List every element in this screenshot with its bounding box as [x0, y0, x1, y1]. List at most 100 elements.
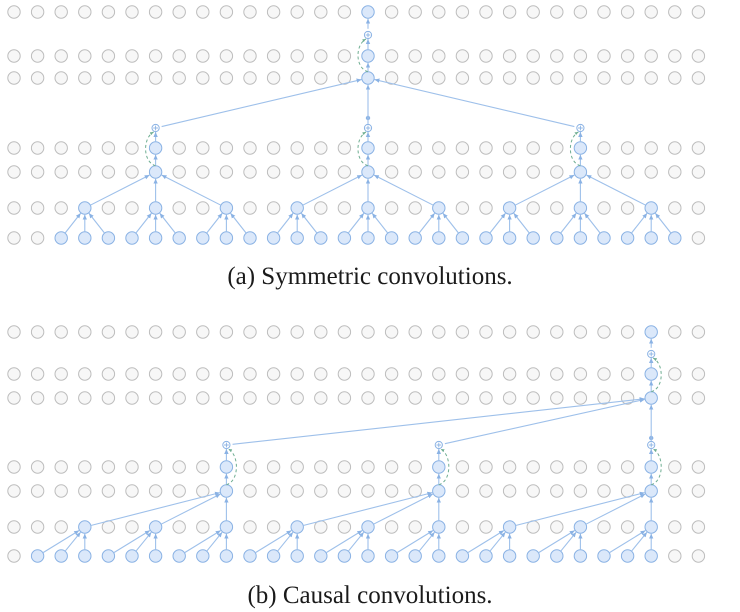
- inactive-node: [314, 391, 328, 405]
- inactive-node: [78, 367, 92, 381]
- active-node: [290, 231, 304, 245]
- inactive-node: [125, 201, 139, 215]
- inactive-node: [54, 5, 68, 19]
- inactive-node: [54, 367, 68, 381]
- active-node: [432, 549, 446, 563]
- inactive-node: [455, 391, 470, 405]
- inactive-node: [668, 201, 682, 215]
- inactive-node: [337, 367, 352, 381]
- inactive-node: [7, 141, 21, 155]
- inactive-node: [172, 71, 186, 85]
- inactive-node: [314, 367, 328, 381]
- inactive-node: [243, 49, 257, 63]
- inactive-node: [668, 71, 682, 85]
- inactive-node: [101, 484, 116, 498]
- inactive-node: [432, 49, 446, 63]
- inactive-node: [314, 71, 328, 85]
- inactive-node: [455, 367, 470, 381]
- inactive-node: [384, 484, 399, 498]
- inactive-node: [691, 49, 706, 63]
- inactive-node: [644, 49, 658, 63]
- inactive-node: [219, 165, 234, 179]
- active-node: [432, 484, 446, 498]
- active-node: [573, 201, 588, 215]
- inactive-node: [644, 141, 658, 155]
- inactive-node: [266, 460, 281, 474]
- inactive-node: [502, 325, 517, 339]
- inactive-node: [196, 520, 210, 534]
- inactive-node: [455, 201, 470, 215]
- inactive-node: [573, 484, 588, 498]
- inactive-node: [196, 141, 210, 155]
- edge-arrow: [325, 530, 363, 554]
- inactive-node: [408, 367, 422, 381]
- inactive-node: [78, 141, 92, 155]
- active-node: [432, 201, 446, 215]
- active-node: [384, 549, 399, 563]
- inactive-node: [290, 71, 304, 85]
- inactive-node: [502, 141, 517, 155]
- inactive-node: [148, 484, 163, 498]
- active-node: [597, 549, 611, 563]
- inactive-node: [408, 165, 422, 179]
- inactive-node: [243, 201, 257, 215]
- inactive-node: [597, 484, 611, 498]
- edge-arrow: [371, 212, 389, 234]
- inactive-node: [620, 460, 635, 474]
- active-node: [408, 231, 422, 245]
- inactive-node: [30, 520, 45, 534]
- inactive-node: [620, 49, 635, 63]
- caption-causal: (b) Causal convolutions.: [247, 582, 493, 609]
- inactive-node: [266, 71, 281, 85]
- active-node: [502, 520, 517, 534]
- inactive-node: [573, 367, 588, 381]
- edge-arrow: [467, 530, 505, 554]
- inactive-node: [148, 460, 163, 474]
- active-node: [219, 460, 234, 474]
- inactive-node: [597, 49, 611, 63]
- inactive-node: [196, 201, 210, 215]
- active-node: [196, 231, 210, 245]
- inactive-node: [668, 484, 682, 498]
- inactive-node: [78, 5, 92, 19]
- inactive-node: [314, 165, 328, 179]
- active-node: [78, 201, 92, 215]
- inactive-node: [361, 325, 375, 339]
- inactive-node: [691, 71, 706, 85]
- caption-symmetric: (a) Symmetric convolutions.: [227, 263, 513, 290]
- inactive-node: [7, 231, 21, 245]
- inactive-node: [644, 71, 658, 85]
- symmetric-convolutions-panel: [7, 5, 706, 245]
- inactive-node: [455, 520, 470, 534]
- inactive-node: [620, 520, 635, 534]
- active-node: [172, 231, 186, 245]
- inactive-node: [243, 71, 257, 85]
- active-node: [101, 231, 116, 245]
- inactive-node: [7, 391, 21, 405]
- inactive-node: [455, 49, 470, 63]
- inactive-node: [337, 71, 352, 85]
- active-node: [455, 549, 470, 563]
- active-node: [526, 549, 540, 563]
- edge-arrow: [489, 531, 506, 552]
- inactive-node: [550, 367, 564, 381]
- inactive-node: [78, 484, 92, 498]
- inactive-node: [219, 325, 234, 339]
- active-node: [337, 549, 352, 563]
- inactive-node: [644, 5, 658, 19]
- inactive-node: [266, 367, 281, 381]
- inactive-node: [243, 141, 257, 155]
- inactive-node: [502, 165, 517, 179]
- inactive-node: [7, 484, 21, 498]
- inactive-node: [148, 71, 163, 85]
- inactive-node: [597, 141, 611, 155]
- edge-arrow: [515, 491, 645, 527]
- inactive-node: [432, 141, 446, 155]
- inactive-node: [290, 325, 304, 339]
- inactive-node: [30, 460, 45, 474]
- inactive-node: [101, 71, 116, 85]
- inactive-node: [196, 49, 210, 63]
- inactive-node: [54, 165, 68, 179]
- edge-arrow: [631, 531, 648, 552]
